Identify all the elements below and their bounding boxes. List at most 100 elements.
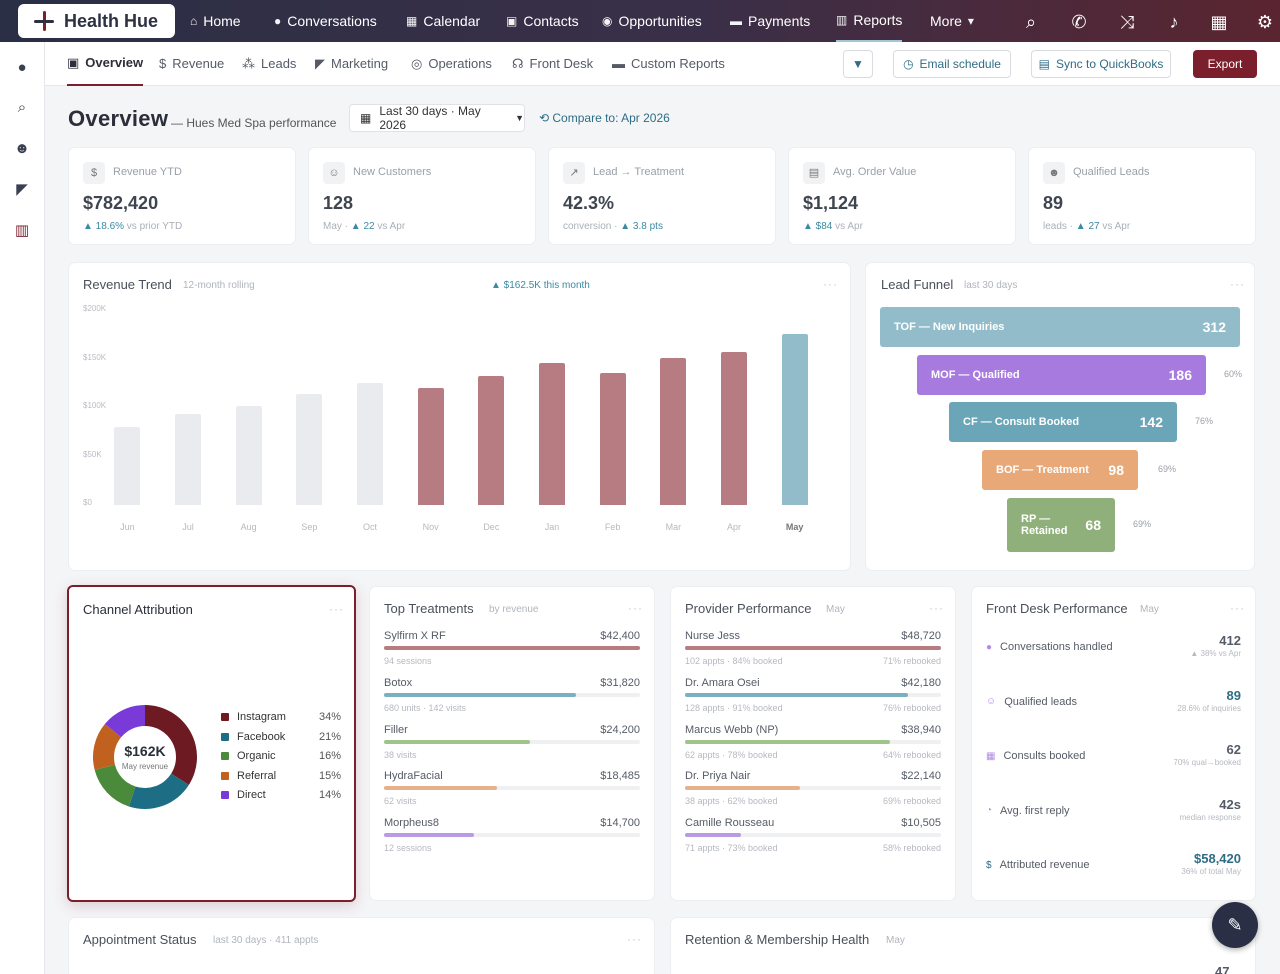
magic-wand-button[interactable]: ✎ [1212,902,1258,948]
funnel-stage[interactable]: CF — Consult Booked 142 [949,402,1177,442]
bar-may[interactable] [781,333,808,505]
funnel-stage[interactable]: RP — Retained 68 [1007,498,1115,552]
bar-oct[interactable] [357,383,383,505]
nav-reports[interactable]: ▥ Reports [836,0,903,42]
card-menu-icon[interactable]: ··· [329,602,344,616]
kpi-delta: ▲ $84 [803,221,833,232]
card-menu-icon[interactable]: ··· [628,601,643,615]
bar-dec[interactable] [478,375,505,505]
tab-revenue[interactable]: $ Revenue [159,42,224,86]
card-menu-icon[interactable]: ··· [1230,601,1245,615]
legend-item-direct[interactable]: Direct [221,789,266,801]
search-icon[interactable]: ⌕ [17,99,27,116]
legend-item-referral[interactable]: Referral [221,770,276,782]
tab-leads[interactable]: ⁂ Leads [242,42,296,86]
row-meta-right: 58% rebooked [882,843,941,854]
tab-front-desk[interactable]: ☊ Front Desk [512,42,593,86]
provider-performance-subtitle: May [826,604,845,615]
kpi-card[interactable]: ↗ Lead → Treatment 42.3% conversion · ▲ 3.8… [549,148,775,244]
add-user-icon: ☺ [323,162,345,184]
card-menu-icon[interactable]: ··· [627,932,642,946]
legend-item-facebook[interactable]: Facebook [221,731,285,743]
calendar-icon: ▦ [360,111,372,125]
kpi-card[interactable]: $ Revenue YTD $782,420 ▲ 18.6% vs prior YTD [69,148,295,244]
row-meta: 102 appts · 84% booked [685,656,783,666]
donut-center-label: May revenue [121,762,169,771]
donut-slice-instagram[interactable] [145,705,197,785]
bar-jun[interactable] [114,426,141,505]
dollar-icon: $ [986,859,992,871]
magic-wand-icon: ✎ [1227,915,1243,935]
x-tick-label: Jun [120,522,135,532]
tab-operations[interactable]: ◎ Operations [411,42,492,86]
phone-icon[interactable]: ✆ [1071,12,1087,32]
nav-home[interactable]: ⌂ Home [190,0,241,42]
legend-item-instagram[interactable]: Instagram [221,711,286,723]
bar-mar[interactable] [660,358,687,505]
row-meta: 62 visits [384,796,417,807]
kpi-card[interactable]: ☻ Qualified Leads 89 leads · ▲ 27 vs Apr [1029,148,1255,244]
user-icon[interactable]: ☻ [14,140,30,157]
row-value: $42,180 [901,676,941,689]
funnel-stage[interactable]: MOF — Qualified 186 [917,355,1206,395]
nav-contacts[interactable]: ▣ Contacts [506,0,579,42]
search-icon[interactable]: ⌕ [1025,12,1037,32]
row-bar-track [384,833,640,838]
kpi-footnote: conversion · ▲ 3.8 pts [563,221,663,232]
megaphone-icon[interactable]: ◤ [16,181,28,198]
bar-nov[interactable] [417,388,444,505]
chart-icon[interactable]: ▥ [14,222,30,239]
chat-icon[interactable]: ● [17,59,27,76]
legend-label: Facebook [237,730,286,743]
email-schedule-label: Email schedule [919,57,1001,71]
sync-quickbooks-button[interactable]: ▤ Sync to QuickBooks [1031,50,1171,78]
card-menu-icon[interactable]: ··· [1230,277,1245,291]
nav-calendar[interactable]: ▦ Calendar [406,0,480,42]
kpi-card[interactable]: ☺ New Customers 128 May · ▲ 22 vs Apr [309,148,535,244]
nav-more[interactable]: More ▾ [930,0,974,42]
bar-jul[interactable] [175,413,201,505]
donut-slice-facebook[interactable] [128,773,189,809]
legend-item-organic[interactable]: Organic [221,750,276,762]
nav-opportunities[interactable]: ◉ Opportunities [602,0,702,42]
kpi-card[interactable]: ▤ Avg. Order Value $1,124 ▲ $84 vs Apr [789,148,1015,244]
tab-label: Custom Reports [631,56,725,71]
donut-slice-organic[interactable] [94,764,136,807]
x-tick-label: Sep [301,522,318,532]
card-menu-icon[interactable]: ··· [929,601,944,615]
tab-custom-reports[interactable]: ▬ Custom Reports [612,42,725,86]
app-logo[interactable]: Health Hue [18,4,175,38]
bar-sep[interactable] [296,394,323,505]
funnel-stage[interactable]: TOF — New Inquiries 312 [880,307,1240,347]
bar-feb[interactable] [599,372,626,505]
nav-payments[interactable]: ▬ Payments [730,0,810,42]
legend-label: Instagram [237,711,286,723]
y-tick-label: $0 [83,498,92,507]
channel-attribution-card[interactable]: Channel Attribution ··· $162K May revenu… [67,585,356,902]
row-bar-fill [685,739,890,744]
funnel-stage[interactable]: BOF — Treatment 98 [982,450,1138,490]
retention-card: Retention & Membership Health May 47 [671,918,1255,974]
gear-icon[interactable]: ⚙ [1256,12,1274,32]
calendar-icon[interactable]: ▦ [1210,12,1228,32]
tab-marketing[interactable]: ◤ Marketing [315,42,388,86]
filter-button[interactable]: ▼ [843,50,873,78]
donut-slice-direct[interactable] [104,705,145,738]
tab-icon: ⁂ [242,56,255,71]
bar-jan[interactable] [539,362,565,505]
card-menu-icon[interactable]: ··· [823,277,838,291]
tab-overview[interactable]: ▣ Overview [67,42,144,86]
shuffle-icon[interactable]: ⤨ [1119,12,1135,32]
legend-pct: 16% [318,750,341,763]
bar-apr[interactable] [721,352,747,505]
nav-conversations[interactable]: ● Conversations [274,0,377,42]
channel-donut-chart [93,705,197,809]
donut-slice-referral[interactable] [93,723,122,770]
export-button[interactable]: Export [1193,50,1257,78]
date-range-picker[interactable]: ▦ Last 30 days · May 2026 ▼ [349,104,525,132]
bell-icon[interactable]: ♪ [1169,12,1179,32]
bar-aug[interactable] [235,406,262,505]
row-value: $42,400 [600,630,640,642]
email-schedule-button[interactable]: ◷ Email schedule [893,50,1011,78]
compare-link[interactable]: ⟲ Compare to: Apr 2026 [539,111,670,125]
